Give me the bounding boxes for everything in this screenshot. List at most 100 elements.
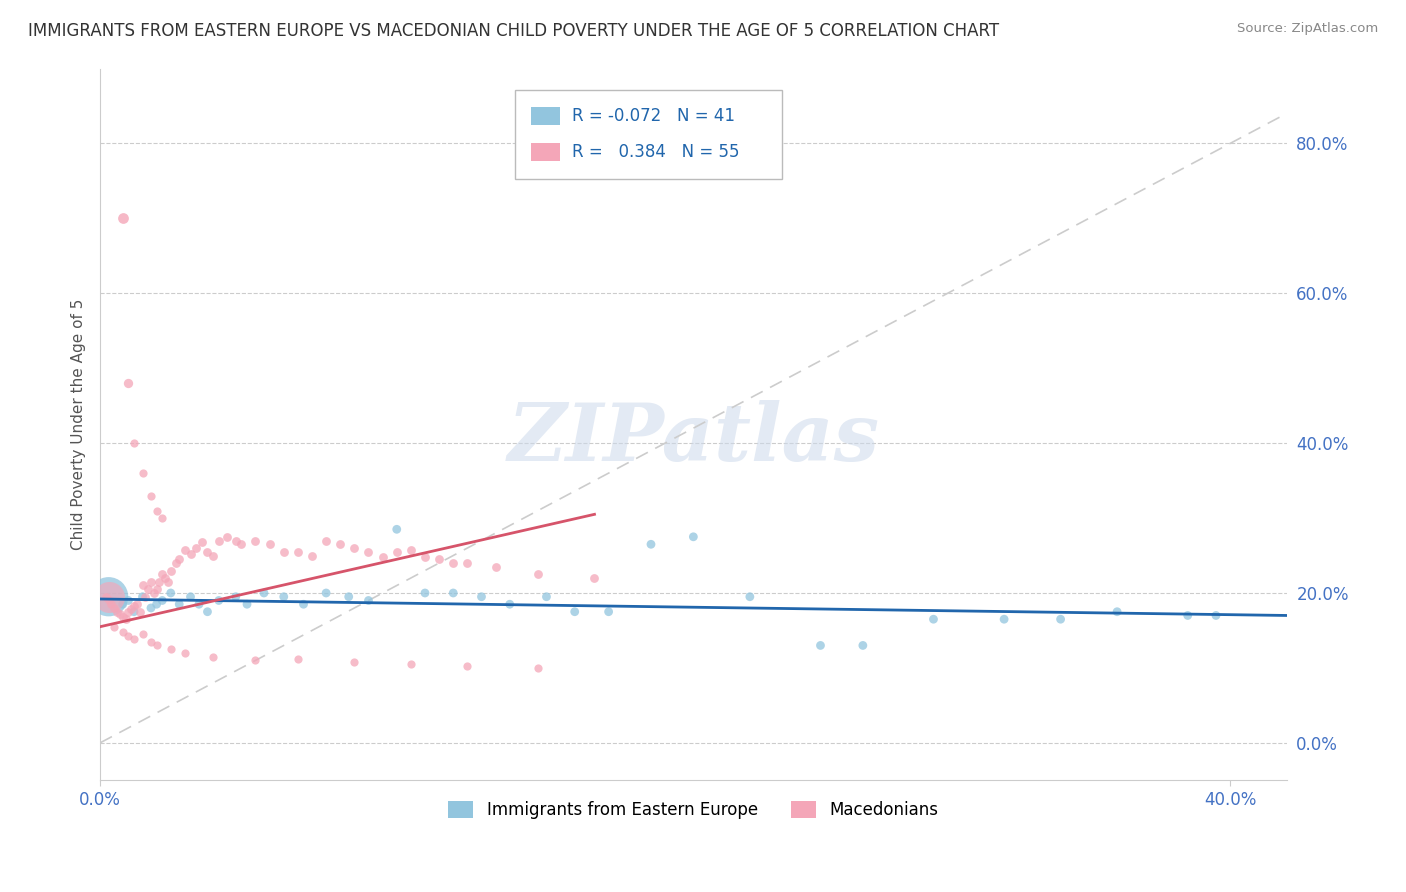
Point [470,590,492,604]
Point [485,559,508,574]
Point [385,522,408,536]
Point [253,586,276,600]
Point [208,533,231,548]
Point [117,376,139,391]
Point [197,605,219,619]
Point [357,593,380,607]
Point [108,607,131,621]
Point [122,605,145,619]
Point [131,466,153,480]
Point [301,549,323,563]
Point [564,605,586,619]
Point [111,597,134,611]
Point [159,586,181,600]
Point [122,599,145,614]
Point [173,646,195,660]
Y-axis label: Child Poverty Under the Age of 5: Child Poverty Under the Age of 5 [72,299,86,550]
Point [441,586,464,600]
Point [385,545,408,559]
Point [536,590,558,604]
Point [105,605,128,619]
Point [159,642,181,657]
Point [1049,612,1071,626]
Point [167,552,190,566]
Text: R = -0.072   N = 41: R = -0.072 N = 41 [572,107,735,125]
Point [103,620,125,634]
Point [111,211,134,226]
Point [202,549,225,563]
Point [399,657,422,672]
Point [97,590,120,604]
Point [131,578,153,592]
Point [259,537,281,551]
Point [188,597,211,611]
Point [120,602,142,616]
Point [413,586,436,600]
Point [125,597,148,611]
Point [371,549,394,564]
Point [122,632,145,647]
Point [134,590,156,604]
Point [139,574,162,589]
Point [97,593,120,607]
Point [165,556,187,570]
Point [150,593,173,607]
Point [150,567,173,582]
Point [329,537,352,551]
Point [287,545,309,559]
Point [217,530,239,544]
Point [456,556,478,570]
Point [103,601,125,615]
Point [145,503,167,517]
Point [128,605,150,619]
Point [186,541,208,555]
Text: ZIPatlas: ZIPatlas [508,400,879,477]
Point [598,605,620,619]
Point [156,574,179,589]
Point [738,590,761,604]
Point [94,590,117,604]
Point [399,542,422,557]
Point [117,605,139,619]
Point [1107,605,1129,619]
Point [993,612,1015,626]
Point [287,652,309,666]
FancyBboxPatch shape [516,90,782,178]
Point [292,597,315,611]
Point [150,511,173,525]
Point [583,571,606,585]
FancyBboxPatch shape [531,107,561,125]
Point [427,552,450,566]
Point [111,610,134,624]
Point [180,547,202,561]
Point [145,597,167,611]
Point [245,653,267,667]
Text: Source: ZipAtlas.com: Source: ZipAtlas.com [1237,22,1378,36]
Point [114,612,136,626]
Point [343,541,366,555]
Point [225,533,247,548]
Point [441,556,464,570]
FancyBboxPatch shape [531,143,561,161]
Point [640,537,662,551]
Point [357,545,380,559]
Point [273,590,295,604]
Point [145,639,167,653]
Point [145,582,167,597]
Point [173,542,195,557]
Point [131,590,153,604]
Point [315,533,337,548]
Point [225,590,247,604]
Point [111,624,134,639]
Point [852,639,875,653]
Point [167,597,190,611]
Point [922,612,945,626]
Point [1177,608,1199,623]
Text: R =   0.384   N = 55: R = 0.384 N = 55 [572,143,740,161]
Point [337,590,360,604]
Point [139,489,162,503]
Point [413,549,436,564]
Point [236,597,259,611]
Point [159,564,181,578]
Point [100,597,122,611]
